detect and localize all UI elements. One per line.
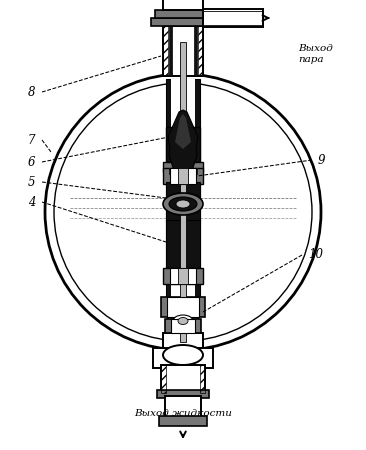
Bar <box>163 26 168 76</box>
Bar <box>161 365 205 393</box>
Bar <box>167 297 199 317</box>
Ellipse shape <box>45 74 321 350</box>
Bar <box>165 396 201 418</box>
Text: 9: 9 <box>318 153 325 166</box>
Bar <box>170 168 196 184</box>
Bar <box>163 26 203 76</box>
Bar <box>171 79 195 312</box>
Bar <box>163 0 203 10</box>
Bar <box>169 168 197 174</box>
Bar <box>151 18 215 26</box>
Text: 6: 6 <box>28 156 36 168</box>
Bar <box>169 26 172 76</box>
Ellipse shape <box>169 197 197 211</box>
Polygon shape <box>175 114 191 149</box>
Bar <box>166 220 200 272</box>
Bar <box>180 42 186 342</box>
Text: 5: 5 <box>28 176 36 189</box>
Text: Выход
пара: Выход пара <box>298 44 333 64</box>
Bar <box>170 268 196 284</box>
Bar <box>203 11 263 25</box>
Bar <box>171 319 195 333</box>
Ellipse shape <box>163 193 203 215</box>
Ellipse shape <box>163 345 203 365</box>
Bar <box>159 416 207 426</box>
Bar <box>163 162 203 172</box>
Ellipse shape <box>167 312 199 330</box>
Bar <box>200 365 205 393</box>
Ellipse shape <box>176 200 190 208</box>
Bar <box>161 297 205 317</box>
Bar <box>157 390 209 398</box>
Bar <box>165 319 201 333</box>
Ellipse shape <box>178 318 188 324</box>
Bar <box>166 182 200 222</box>
Bar <box>153 348 213 368</box>
Text: 8: 8 <box>28 86 36 99</box>
Bar <box>163 168 203 184</box>
Text: Выход жидкости: Выход жидкости <box>134 410 232 418</box>
Bar <box>178 168 188 184</box>
Ellipse shape <box>173 315 193 327</box>
Text: 7: 7 <box>28 134 36 147</box>
Bar <box>161 365 166 393</box>
Bar <box>194 26 197 76</box>
Text: 4: 4 <box>28 195 36 208</box>
Bar <box>163 268 203 284</box>
Polygon shape <box>168 110 198 184</box>
Bar <box>155 10 211 18</box>
Bar <box>178 268 188 284</box>
Bar <box>166 79 178 312</box>
Bar <box>203 9 263 27</box>
Bar <box>163 333 203 355</box>
Bar <box>188 79 200 312</box>
Bar <box>166 127 200 167</box>
Text: 10: 10 <box>308 248 323 261</box>
Bar <box>198 26 203 76</box>
